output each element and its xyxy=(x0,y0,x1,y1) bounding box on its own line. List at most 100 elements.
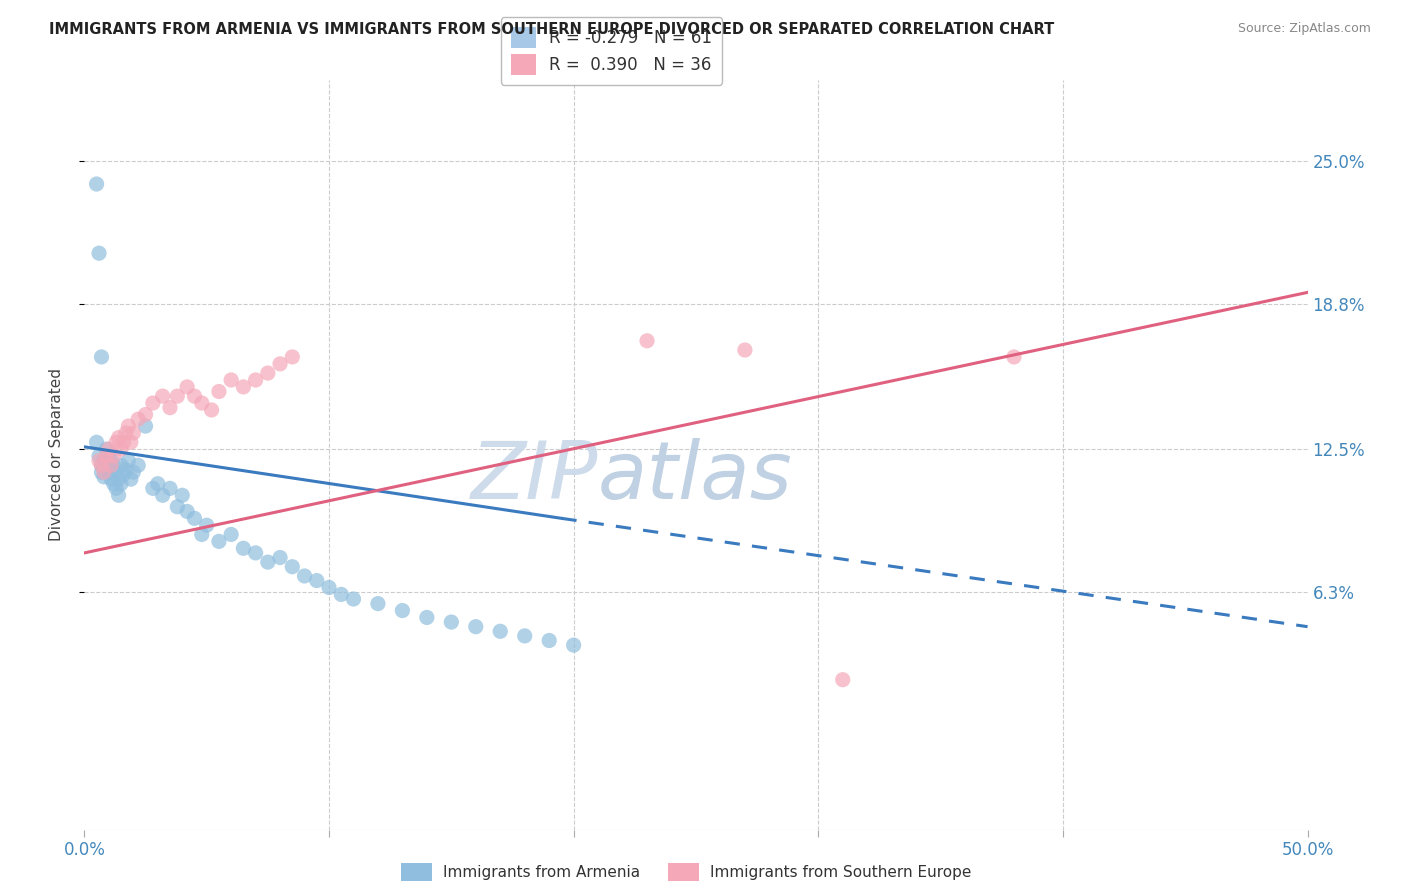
Point xyxy=(142,396,165,410)
Point xyxy=(115,425,138,440)
Point xyxy=(146,476,169,491)
Point xyxy=(96,449,118,463)
Point xyxy=(176,380,198,394)
Point xyxy=(416,610,439,624)
Point xyxy=(93,470,115,484)
Point xyxy=(269,357,291,371)
Point xyxy=(159,481,181,495)
Point xyxy=(103,458,125,473)
Point xyxy=(90,350,112,364)
Point xyxy=(105,465,128,479)
Y-axis label: Divorced or Separated: Divorced or Separated xyxy=(49,368,63,541)
Legend: R = -0.279   N = 61, R =  0.390   N = 36: R = -0.279 N = 61, R = 0.390 N = 36 xyxy=(501,17,723,85)
Point xyxy=(117,453,139,467)
Point xyxy=(127,412,149,426)
Point xyxy=(115,463,138,477)
Text: Source: ZipAtlas.com: Source: ZipAtlas.com xyxy=(1237,22,1371,36)
Point xyxy=(195,518,218,533)
Point xyxy=(183,511,205,525)
Point xyxy=(269,550,291,565)
Point xyxy=(135,408,157,422)
Point xyxy=(107,488,129,502)
Point xyxy=(87,246,110,260)
Point xyxy=(142,481,165,495)
Point xyxy=(464,620,486,634)
Point xyxy=(367,597,389,611)
Point xyxy=(281,350,304,364)
Point xyxy=(120,472,142,486)
Point xyxy=(831,673,853,687)
Point xyxy=(127,458,149,473)
Text: atlas: atlas xyxy=(598,438,793,516)
Point xyxy=(112,435,135,450)
Point xyxy=(110,442,132,457)
Point xyxy=(97,465,120,479)
Point xyxy=(96,460,118,475)
Point xyxy=(513,629,536,643)
Point xyxy=(105,481,128,495)
Point xyxy=(294,569,316,583)
Point xyxy=(100,458,122,473)
Point xyxy=(219,527,242,541)
Point xyxy=(305,574,328,588)
Point xyxy=(90,458,112,473)
Point xyxy=(159,401,181,415)
Text: IMMIGRANTS FROM ARMENIA VS IMMIGRANTS FROM SOUTHERN EUROPE DIVORCED OR SEPARATED: IMMIGRANTS FROM ARMENIA VS IMMIGRANTS FR… xyxy=(49,22,1054,37)
Point xyxy=(200,403,222,417)
Point xyxy=(97,449,120,463)
Point xyxy=(172,488,194,502)
Point xyxy=(191,527,214,541)
Point xyxy=(257,366,280,380)
Text: ZIP: ZIP xyxy=(471,438,598,516)
Point xyxy=(538,633,561,648)
Point xyxy=(562,638,585,652)
Point xyxy=(281,559,304,574)
Point xyxy=(734,343,756,357)
Point xyxy=(135,419,157,434)
Point xyxy=(110,476,132,491)
Point xyxy=(103,449,125,463)
Text: Immigrants from Armenia: Immigrants from Armenia xyxy=(443,865,640,880)
Point xyxy=(87,453,110,467)
Point xyxy=(257,555,280,569)
Point xyxy=(122,465,145,479)
Point xyxy=(166,389,188,403)
Point xyxy=(1002,350,1025,364)
Point xyxy=(208,384,231,399)
Point xyxy=(166,500,188,514)
Point xyxy=(96,442,118,457)
Point xyxy=(107,431,129,445)
Point xyxy=(87,449,110,463)
Point xyxy=(232,380,254,394)
Point xyxy=(122,425,145,440)
Point xyxy=(318,581,340,595)
Point xyxy=(176,504,198,518)
Point xyxy=(105,435,128,450)
Point xyxy=(391,603,413,617)
Point xyxy=(152,488,174,502)
Point xyxy=(232,541,254,556)
Point xyxy=(245,373,267,387)
Point xyxy=(117,419,139,434)
Point xyxy=(183,389,205,403)
Point xyxy=(330,587,353,601)
Point xyxy=(93,465,115,479)
Point xyxy=(100,472,122,486)
Point xyxy=(152,389,174,403)
Point xyxy=(112,467,135,482)
Point xyxy=(97,442,120,457)
Point xyxy=(636,334,658,348)
Point xyxy=(100,453,122,467)
Point xyxy=(208,534,231,549)
Point xyxy=(86,435,108,450)
Point xyxy=(103,476,125,491)
Point xyxy=(191,396,214,410)
Point xyxy=(440,615,463,629)
Point xyxy=(245,546,267,560)
Point xyxy=(120,435,142,450)
Point xyxy=(86,177,108,191)
Point xyxy=(90,458,112,473)
Point xyxy=(110,458,132,473)
Point xyxy=(342,592,364,607)
Text: Immigrants from Southern Europe: Immigrants from Southern Europe xyxy=(710,865,972,880)
